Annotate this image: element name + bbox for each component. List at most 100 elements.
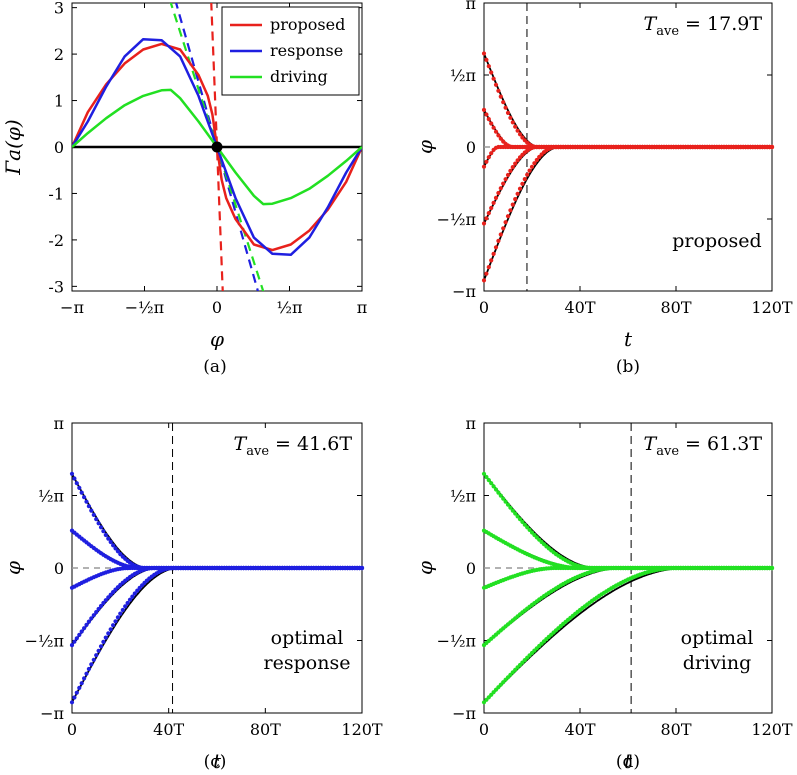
x-tick-label: 80T <box>660 298 691 317</box>
data-point <box>86 666 91 672</box>
data-point <box>510 120 515 125</box>
data-point <box>113 619 118 624</box>
tave-annotation: Tave = 41.6T <box>234 433 353 459</box>
y-tick-label: −π <box>452 704 476 723</box>
data-point <box>69 471 75 476</box>
data-point <box>103 532 108 538</box>
data-point <box>86 619 91 624</box>
y-tick-label: ½π <box>450 486 476 505</box>
panel-d: 0 40T 80T 120T π ½π 0 −½π −π t φ (d) Tave = 61.3T opt… <box>413 414 793 773</box>
data-point <box>91 512 96 518</box>
panel-caption: (b) <box>616 357 640 377</box>
data-point <box>79 629 84 634</box>
data-point <box>517 186 523 191</box>
reference-trajectory <box>483 529 772 569</box>
data-point <box>493 245 499 250</box>
data-point <box>481 107 487 112</box>
tave-symbol: T <box>644 433 658 455</box>
data-point <box>132 591 137 596</box>
y-tick-label: 0 <box>466 559 476 578</box>
data-point <box>108 539 113 545</box>
reference-trajectory <box>71 473 362 569</box>
x-tick-label: 0 <box>479 720 489 739</box>
legend-label: driving <box>270 67 328 86</box>
data-point <box>520 135 525 140</box>
tave-subscript: ave <box>656 24 679 39</box>
data-point <box>72 639 77 644</box>
data-point <box>84 499 89 504</box>
x-tick-label: −½π <box>125 298 164 317</box>
data-point <box>489 70 494 75</box>
data-point <box>489 121 494 126</box>
data-point <box>86 504 91 509</box>
data-point <box>91 613 96 618</box>
y-tick-label: -1 <box>48 184 64 203</box>
data-point <box>82 626 87 631</box>
data-point <box>508 115 513 120</box>
data-point <box>489 258 494 263</box>
data-point <box>769 144 775 150</box>
y-tick-label: π <box>53 414 64 433</box>
data-point <box>515 128 520 133</box>
x-tick-label: 40T <box>153 720 184 739</box>
data-point <box>496 238 501 243</box>
data-point <box>491 125 496 130</box>
y-tick-label: -3 <box>48 277 64 296</box>
data-point <box>98 603 104 609</box>
x-tick-label: ½π <box>276 298 302 317</box>
data-point <box>123 604 128 609</box>
legend-label: response <box>270 41 343 60</box>
data-point <box>89 616 94 621</box>
x-axis-label: φ <box>210 327 224 351</box>
y-tick-label: ½π <box>38 486 64 505</box>
y-axis-label: φ <box>1 561 25 575</box>
data-point <box>103 635 108 640</box>
trajectory-dots <box>481 144 775 283</box>
x-tick-label: 120T <box>751 720 793 739</box>
data-point <box>534 157 539 163</box>
data-point <box>489 151 494 156</box>
data-point <box>513 197 518 202</box>
tave-annotation: Tave = 17.9T <box>644 13 763 39</box>
x-tick-label: π <box>357 298 368 317</box>
data-point <box>125 600 130 606</box>
data-point <box>496 490 501 495</box>
tave-value: = 17.9T <box>679 13 762 35</box>
data-point <box>82 495 87 500</box>
data-point <box>486 64 491 69</box>
data-point <box>486 117 491 122</box>
y-tick-label: 1 <box>54 92 64 111</box>
trajectory-dots <box>481 51 775 150</box>
data-point <box>77 632 82 638</box>
y-tick-label: -2 <box>48 231 64 250</box>
y-tick-label: 3 <box>54 0 64 18</box>
y-axis-label: Γa(φ) <box>1 119 25 175</box>
plot-area <box>72 3 362 291</box>
data-point <box>496 88 501 93</box>
trajectory-dots <box>69 565 365 705</box>
data-point <box>98 525 104 530</box>
data-point <box>111 543 116 548</box>
tave-annotation: Tave = 61.3T <box>644 433 763 459</box>
data-point <box>486 155 491 160</box>
data-point <box>484 112 489 117</box>
x-tick-label: 80T <box>660 720 691 739</box>
y-tick-label: 0 <box>54 138 64 157</box>
tave-symbol: T <box>234 433 248 455</box>
data-point <box>84 671 89 676</box>
y-tick-label: 0 <box>466 138 476 157</box>
x-tick-label: 40T <box>564 720 595 739</box>
data-point <box>498 94 503 99</box>
x-tick-label: 0 <box>67 720 77 739</box>
data-point <box>498 136 503 141</box>
data-point <box>508 208 513 213</box>
data-point <box>503 220 508 225</box>
y-tick-label: −π <box>452 282 476 301</box>
y-tick-label: −½π <box>437 632 476 651</box>
data-point <box>498 186 503 191</box>
data-point <box>481 164 487 169</box>
data-point <box>118 611 123 616</box>
tave-symbol: T <box>644 13 658 35</box>
data-point <box>503 105 508 110</box>
data-point <box>106 631 111 636</box>
